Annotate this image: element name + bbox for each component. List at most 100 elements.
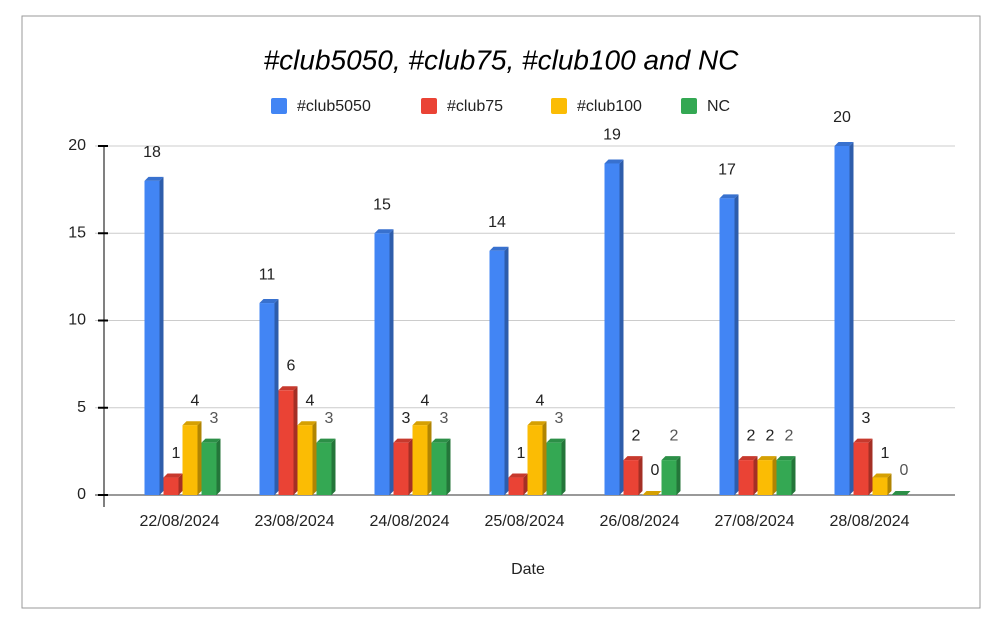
bar-top: [834, 142, 854, 146]
data-label: 4: [191, 392, 200, 409]
data-label: 2: [670, 427, 679, 444]
bar-top: [393, 438, 413, 443]
data-label: 11: [259, 266, 276, 283]
data-label: 18: [143, 144, 161, 161]
bar: [508, 477, 524, 495]
bar-side: [638, 456, 643, 495]
bar: [297, 425, 313, 495]
bar: [623, 460, 639, 495]
bar-side: [446, 438, 451, 495]
bar-side: [293, 386, 298, 495]
bar-top: [546, 438, 566, 443]
bar-side: [849, 142, 854, 495]
data-label: 2: [632, 427, 641, 444]
x-tick-label: 22/08/2024: [139, 513, 219, 530]
bar-top: [642, 491, 662, 495]
data-label: 20: [833, 109, 851, 126]
legend-swatch: [681, 98, 697, 114]
legend-swatch: [271, 98, 287, 114]
bar: [489, 250, 505, 495]
bar-side: [159, 176, 164, 495]
bar-side: [791, 456, 796, 495]
legend-swatch: [551, 98, 567, 114]
y-tick-label: 10: [68, 312, 86, 329]
bar-top: [489, 246, 509, 251]
bar-side: [561, 438, 566, 495]
bar: [776, 460, 792, 495]
bar-side: [389, 229, 394, 495]
bar: [393, 442, 409, 495]
bar-top: [163, 473, 183, 478]
bar: [738, 460, 754, 495]
bar-top: [259, 299, 279, 304]
data-label: 1: [172, 445, 181, 462]
bar: [412, 425, 428, 495]
bar-top: [278, 386, 298, 391]
data-label: 15: [373, 196, 391, 213]
y-tick-label: 15: [68, 224, 86, 241]
bar-top: [853, 438, 873, 443]
bar-top: [661, 456, 681, 461]
bar: [374, 233, 390, 495]
data-label: 17: [718, 162, 736, 179]
bar-top: [374, 229, 394, 234]
bar: [144, 180, 160, 495]
bar: [834, 146, 850, 495]
y-tick-label: 20: [68, 137, 86, 154]
data-label: 3: [555, 410, 564, 427]
bar-side: [178, 473, 183, 495]
bar-top: [144, 176, 164, 181]
bar-side: [619, 159, 624, 495]
legend-label: #club5050: [297, 98, 371, 115]
bar-side: [887, 473, 892, 495]
bar-side: [772, 456, 777, 495]
bar-top: [182, 421, 202, 426]
chart-title: #club5050, #club75, #club100 and NC: [264, 44, 740, 75]
x-axis-label: Date: [511, 561, 545, 578]
bar: [316, 442, 332, 495]
data-label: 3: [402, 410, 411, 427]
y-tick-label: 0: [77, 486, 86, 503]
bar: [661, 460, 677, 495]
bar-top: [297, 421, 317, 426]
data-label: 3: [325, 410, 334, 427]
bar-side: [868, 438, 873, 495]
bar-side: [274, 299, 279, 495]
data-label: 3: [210, 410, 219, 427]
bar: [201, 442, 217, 495]
data-label: 2: [785, 427, 794, 444]
x-tick-label: 23/08/2024: [254, 513, 334, 530]
bar-top: [872, 473, 892, 478]
x-tick-label: 25/08/2024: [484, 513, 564, 530]
data-label: 1: [517, 445, 526, 462]
legend-label: #club75: [447, 98, 503, 115]
bar: [163, 477, 179, 495]
x-tick-label: 24/08/2024: [369, 513, 449, 530]
data-label: 3: [862, 410, 871, 427]
bar: [527, 425, 543, 495]
bar-side: [216, 438, 221, 495]
data-label: 14: [488, 214, 506, 231]
bar: [872, 477, 888, 495]
bar-side: [197, 421, 202, 495]
bar-top: [757, 456, 777, 461]
bar-top: [527, 421, 547, 426]
bar-side: [427, 421, 432, 495]
bar-side: [753, 456, 758, 495]
data-label: 19: [603, 127, 621, 144]
bar-top: [201, 438, 221, 443]
bar: [719, 198, 735, 495]
bar: [546, 442, 562, 495]
bar-top: [431, 438, 451, 443]
bar: [853, 442, 869, 495]
bar: [757, 460, 773, 495]
bar-side: [523, 473, 528, 495]
bar-top: [891, 491, 911, 495]
bar-side: [312, 421, 317, 495]
bar-top: [776, 456, 796, 461]
data-label: 4: [306, 392, 315, 409]
bar-side: [676, 456, 681, 495]
bar-top: [604, 159, 624, 164]
data-label: 3: [440, 410, 449, 427]
